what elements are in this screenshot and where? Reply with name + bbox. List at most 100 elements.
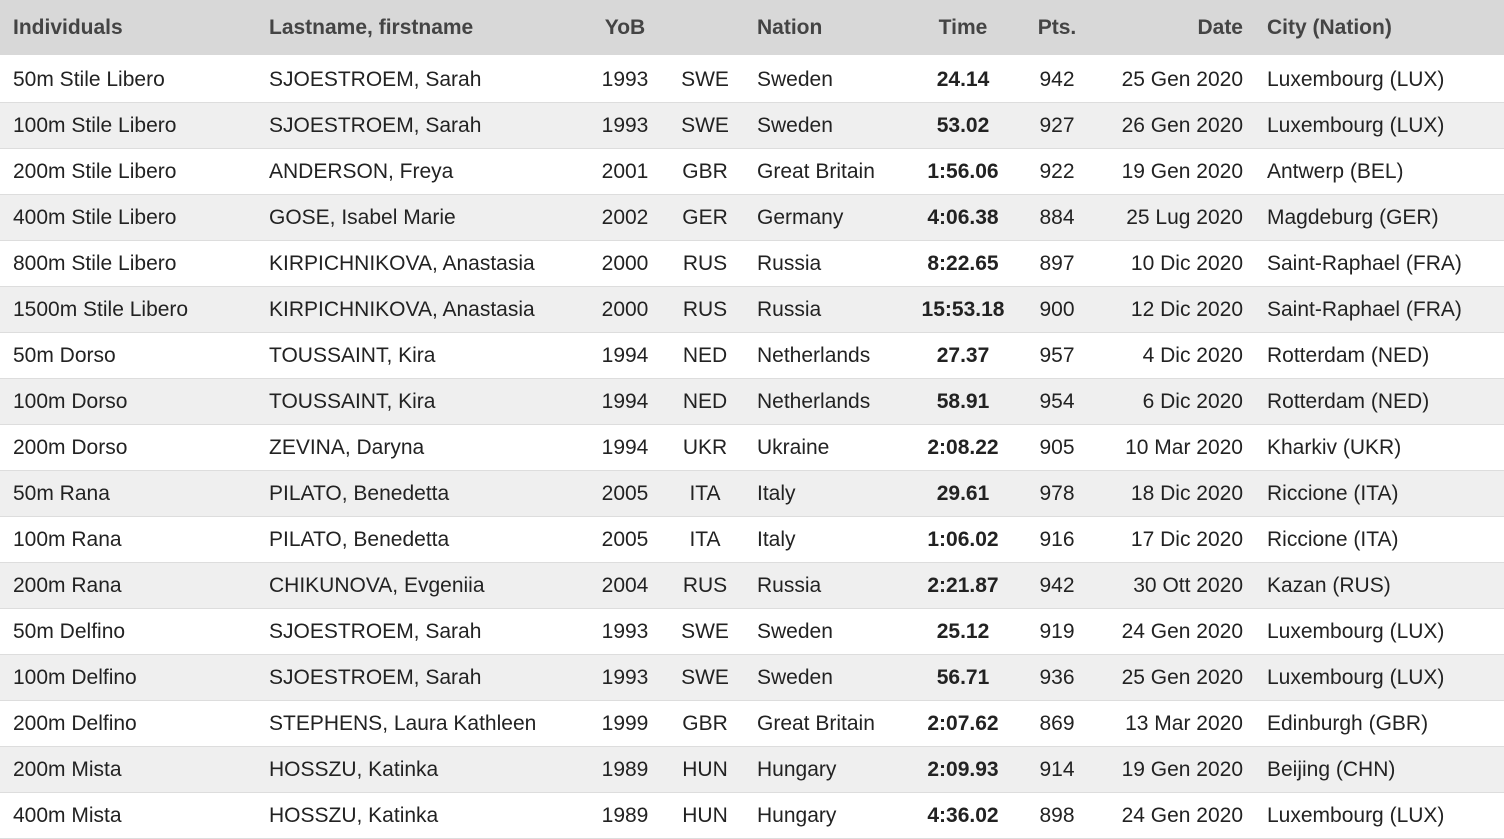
table-cell: 27.37 bbox=[936, 344, 990, 367]
table-cell: 56.71 bbox=[936, 666, 990, 689]
table-cell: 13 Mar 2020 bbox=[1125, 712, 1243, 735]
table-cell: 24 Gen 2020 bbox=[1121, 620, 1243, 643]
table-cell: 1:06.02 bbox=[927, 528, 999, 551]
header-cell: Pts. bbox=[1037, 16, 1077, 39]
table-cell: 2002 bbox=[601, 206, 649, 229]
table-cell: 53.02 bbox=[936, 114, 990, 137]
table-cell: ANDERSON, Freya bbox=[269, 160, 454, 183]
table-cell: Sweden bbox=[757, 666, 833, 689]
table-cell: 400m Stile Libero bbox=[13, 206, 177, 229]
table-cell: 2:08.22 bbox=[927, 436, 999, 459]
table-cell: Luxembourg (LUX) bbox=[1267, 804, 1445, 827]
table-cell: 10 Dic 2020 bbox=[1130, 252, 1243, 275]
table-cell: 50m Rana bbox=[13, 482, 110, 505]
table-cell: Netherlands bbox=[757, 390, 871, 413]
table-cell: Luxembourg (LUX) bbox=[1267, 68, 1445, 91]
table-cell: 927 bbox=[1039, 114, 1075, 137]
table-cell: Sweden bbox=[757, 114, 833, 137]
table-cell: Hungary bbox=[757, 804, 837, 827]
table-cell: Kazan (RUS) bbox=[1267, 574, 1391, 597]
table-cell: HOSSZU, Katinka bbox=[269, 804, 439, 827]
table-cell: 4 Dic 2020 bbox=[1142, 344, 1243, 367]
table-cell: 978 bbox=[1039, 482, 1075, 505]
table-cell: 1994 bbox=[601, 344, 649, 367]
header-cell: Nation bbox=[757, 16, 823, 39]
table-cell: PILATO, Benedetta bbox=[269, 528, 450, 551]
table-cell: Riccione (ITA) bbox=[1267, 528, 1399, 551]
table-cell: 50m Stile Libero bbox=[13, 68, 165, 91]
table-cell: 10 Mar 2020 bbox=[1125, 436, 1243, 459]
table-cell: ITA bbox=[689, 528, 721, 551]
table-row: 400m Mista HOSSZU, Katinka 1989 HUN Hungary 4… bbox=[0, 793, 1504, 839]
table-row: 50m Delfino SJOESTROEM, Sarah 1993 SWE Swede… bbox=[0, 609, 1504, 655]
table-row: 100m Stile Libero SJOESTROEM, Sarah 1993 SW… bbox=[0, 103, 1504, 149]
table-cell: 19 Gen 2020 bbox=[1121, 758, 1243, 781]
table-cell: 1500m Stile Libero bbox=[13, 298, 189, 321]
table-cell: 922 bbox=[1039, 160, 1075, 183]
table-cell: 1993 bbox=[601, 666, 649, 689]
table-cell: 12 Dic 2020 bbox=[1130, 298, 1243, 321]
table-cell: CHIKUNOVA, Evgeniia bbox=[269, 574, 485, 597]
table-cell: 15:53.18 bbox=[921, 298, 1005, 321]
table-cell: 942 bbox=[1039, 574, 1075, 597]
table-cell: Rotterdam (NED) bbox=[1267, 344, 1430, 367]
header-cell: City (Nation) bbox=[1267, 16, 1392, 39]
table-cell: SJOESTROEM, Sarah bbox=[269, 620, 482, 643]
table-cell: SWE bbox=[681, 620, 729, 643]
table-cell: 2001 bbox=[601, 160, 649, 183]
table-cell: 17 Dic 2020 bbox=[1130, 528, 1243, 551]
table-row: 200m Mista HOSSZU, Katinka 1989 HUN Hungary 2… bbox=[0, 747, 1504, 793]
table-cell: GBR bbox=[682, 160, 728, 183]
table-cell: 1993 bbox=[601, 68, 649, 91]
table-cell: 1994 bbox=[601, 390, 649, 413]
table-cell: 897 bbox=[1039, 252, 1075, 275]
table-cell: 19 Gen 2020 bbox=[1121, 160, 1243, 183]
table-cell: ITA bbox=[689, 482, 721, 505]
table-cell: 25 Gen 2020 bbox=[1121, 68, 1243, 91]
table-cell: 942 bbox=[1039, 68, 1075, 91]
table-cell: HUN bbox=[682, 804, 728, 827]
table-cell: 916 bbox=[1039, 528, 1075, 551]
table-cell: NED bbox=[682, 344, 728, 367]
table-cell: 2:21.87 bbox=[927, 574, 999, 597]
header-row: Individuals Lastname, firstname YoB Nation T… bbox=[0, 0, 1504, 57]
table-cell: 25.12 bbox=[936, 620, 990, 643]
table-cell: Great Britain bbox=[757, 160, 875, 183]
table-cell: Riccione (ITA) bbox=[1267, 482, 1399, 505]
table-row: 200m Stile Libero ANDERSON, Freya 2001 GBR G… bbox=[0, 149, 1504, 195]
table-cell: 100m Stile Libero bbox=[13, 114, 177, 137]
table-cell: 898 bbox=[1039, 804, 1075, 827]
table-cell: 18 Dic 2020 bbox=[1130, 482, 1243, 505]
table-cell: Luxembourg (LUX) bbox=[1267, 620, 1445, 643]
table-row: 50m Stile Libero SJOESTROEM, Sarah 1993 SWE… bbox=[0, 57, 1504, 103]
table-cell: 954 bbox=[1039, 390, 1075, 413]
table-cell: 936 bbox=[1039, 666, 1075, 689]
table-cell: 58.91 bbox=[936, 390, 990, 413]
table-cell: Beijing (CHN) bbox=[1267, 758, 1396, 781]
header-cell: Date bbox=[1197, 16, 1243, 39]
table-cell: 1993 bbox=[601, 620, 649, 643]
table-cell: Sweden bbox=[757, 68, 833, 91]
table-cell: RUS bbox=[682, 298, 728, 321]
table-row: 50m Rana PILATO, Benedetta 2005 ITA Italy 29.… bbox=[0, 471, 1504, 517]
table-row: 800m Stile Libero KIRPICHNIKOVA, Anastasi… bbox=[0, 241, 1504, 287]
table-cell: 900 bbox=[1039, 298, 1075, 321]
table-cell: 200m Delfino bbox=[13, 712, 137, 735]
table-cell: 26 Gen 2020 bbox=[1121, 114, 1243, 137]
table-cell: Luxembourg (LUX) bbox=[1267, 114, 1445, 137]
table-cell: 919 bbox=[1039, 620, 1075, 643]
table-cell: SJOESTROEM, Sarah bbox=[269, 68, 482, 91]
header-cell: Time bbox=[938, 16, 988, 39]
table-cell: 905 bbox=[1039, 436, 1075, 459]
table-cell: TOUSSAINT, Kira bbox=[269, 344, 436, 367]
table-cell: HUN bbox=[682, 758, 728, 781]
table-cell: 6 Dic 2020 bbox=[1142, 390, 1243, 413]
table-cell: 4:36.02 bbox=[927, 804, 999, 827]
table-cell: Saint-Raphael (FRA) bbox=[1267, 252, 1462, 275]
table-cell: Italy bbox=[757, 528, 796, 551]
table-cell: ZEVINA, Daryna bbox=[269, 436, 425, 459]
table-cell: 2:09.93 bbox=[927, 758, 999, 781]
table-cell: KIRPICHNIKOVA, Anastasia bbox=[269, 298, 535, 321]
table-cell: 2005 bbox=[601, 528, 649, 551]
table-cell: Russia bbox=[757, 298, 822, 321]
